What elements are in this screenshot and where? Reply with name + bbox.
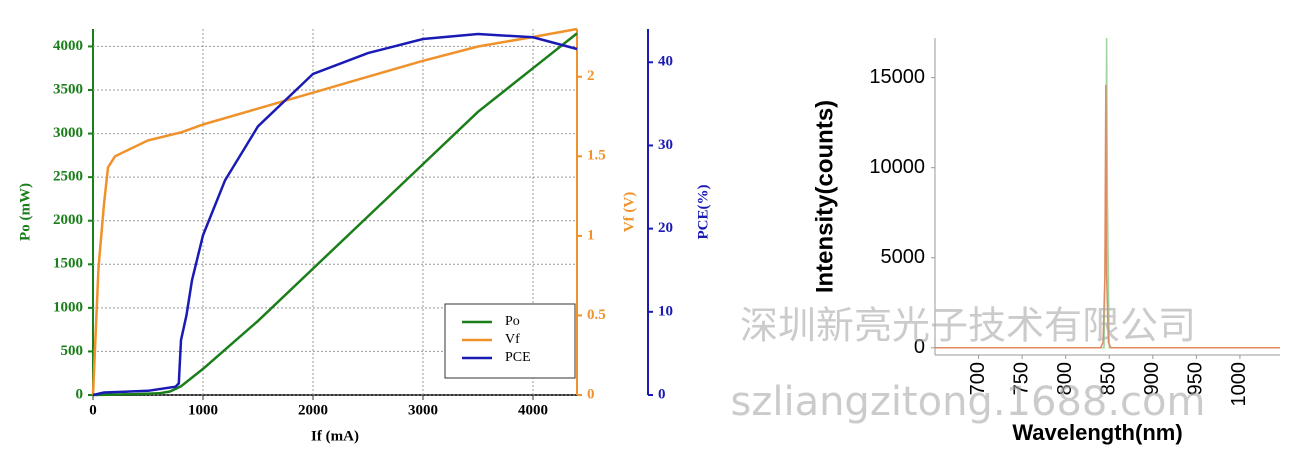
y-tick-label: 0 xyxy=(587,386,595,402)
y-tick-label: 0 xyxy=(914,336,925,358)
x-axis-label: Wavelength(nm) xyxy=(1012,420,1182,445)
y-tick-label: 1000 xyxy=(53,299,83,315)
x-tick-label: 800 xyxy=(1054,362,1076,395)
x-tick-label: 850 xyxy=(1098,362,1120,395)
y-tick-label: 3000 xyxy=(53,125,83,141)
y-tick-label: 2 xyxy=(587,68,595,84)
y-tick-label: 0 xyxy=(76,386,84,402)
x-tick-label: 1000 xyxy=(188,402,218,418)
x-tick-label: 4000 xyxy=(518,402,548,418)
x-tick-label: 0 xyxy=(89,402,97,418)
y-tick-label: 0.5 xyxy=(587,307,606,323)
y-tick-label: 15000 xyxy=(869,66,925,88)
series-line xyxy=(935,84,1280,349)
y-tick-label: 3500 xyxy=(53,81,83,97)
y-tick-label: 2000 xyxy=(53,212,83,228)
y-tick-label: 10 xyxy=(658,303,673,319)
y-tick-label: 1 xyxy=(587,227,595,243)
x-tick-label: 3000 xyxy=(408,402,438,418)
y-tick-label: 2500 xyxy=(53,169,83,185)
legend-label: Po xyxy=(505,314,520,329)
y-tick-label: 500 xyxy=(61,343,84,359)
y-tick-label: 30 xyxy=(658,137,673,153)
y-tick-label: 5000 xyxy=(881,246,926,268)
y-tick-label: 1500 xyxy=(53,256,83,272)
y-axis-label: PCE(%) xyxy=(695,185,711,240)
legend-label: Vf xyxy=(505,332,520,347)
watermark: szliangzitong.1688.com xyxy=(731,379,1206,425)
x-tick-label: 950 xyxy=(1185,362,1207,395)
x-tick-label: 1000 xyxy=(1228,362,1250,407)
y-axis-label: Intensity(counts) xyxy=(811,100,838,293)
x-tick-label: 900 xyxy=(1141,362,1163,395)
y-axis-label: Po (mW) xyxy=(17,183,33,241)
series-line xyxy=(935,37,1280,349)
series-line xyxy=(92,32,578,397)
x-tick-label: 700 xyxy=(967,362,989,395)
y-tick-label: 10000 xyxy=(869,156,925,178)
chart-spectrum: 700 750 800 850 900 950 1000 Wavelength(nm) 0 500… xyxy=(811,37,1280,445)
y-tick-label: 40 xyxy=(658,54,673,70)
y-tick-label: 0 xyxy=(658,386,666,402)
y-axis-label: Vf (V) xyxy=(621,192,637,232)
y-tick-label: 4000 xyxy=(53,38,83,54)
x-tick-label: 750 xyxy=(1010,362,1032,395)
series-line xyxy=(92,32,578,397)
x-axis-label: If (mA) xyxy=(311,428,359,444)
x-tick-label: 2000 xyxy=(298,402,328,418)
y-tick-label: 20 xyxy=(658,220,673,236)
series-line xyxy=(91,27,578,396)
y-tick-label: 1.5 xyxy=(587,148,606,164)
watermark: 深圳新亮光子技术有限公司 xyxy=(740,304,1196,348)
legend-label: PCE xyxy=(505,350,531,365)
